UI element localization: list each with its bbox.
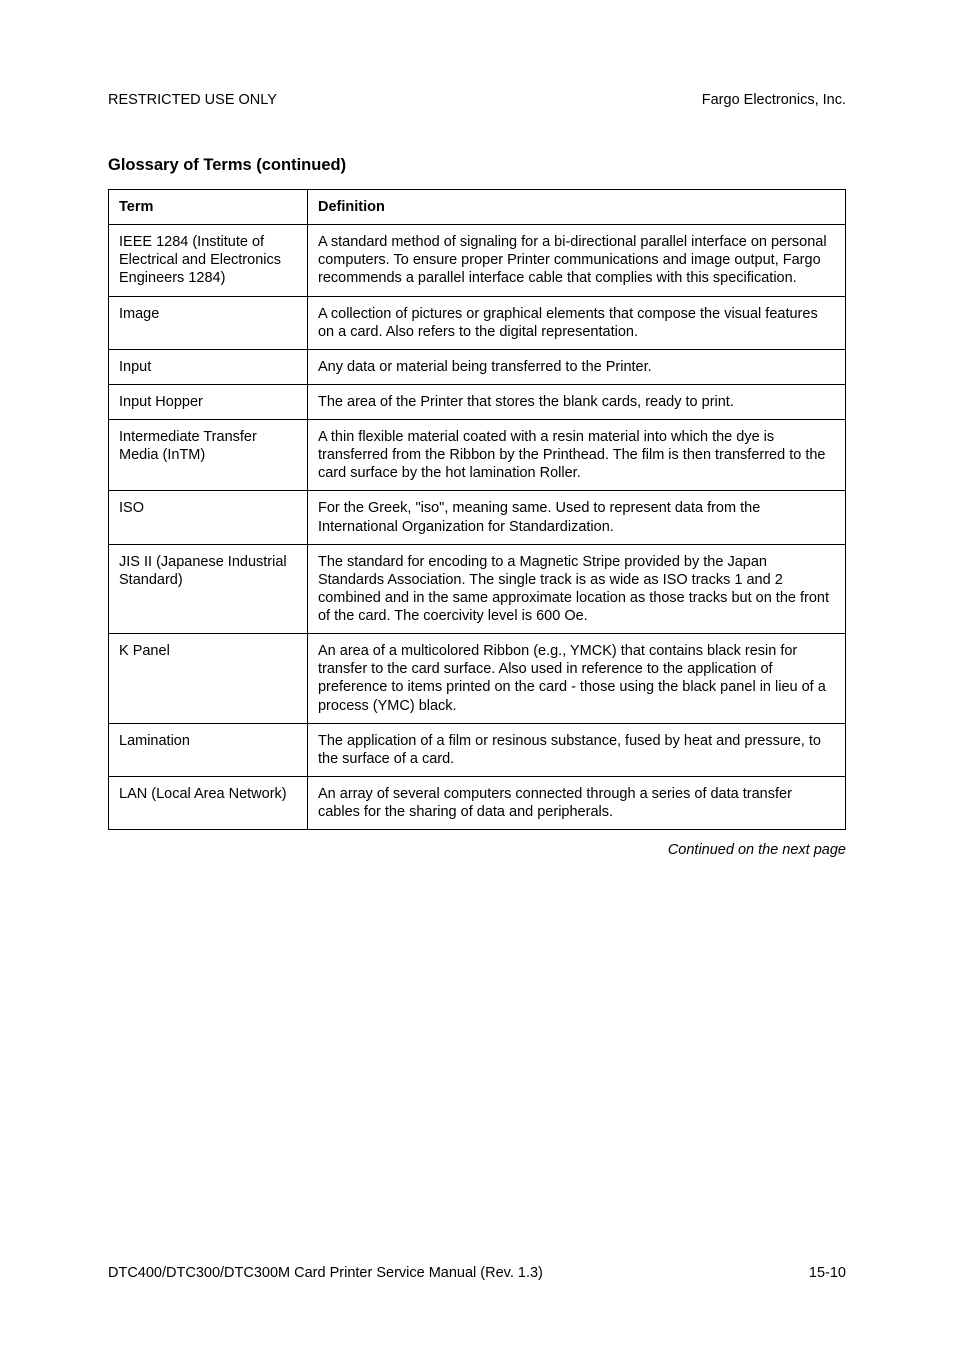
- definition-cell: The application of a film or resinous su…: [307, 723, 845, 776]
- definition-cell: A thin flexible material coated with a r…: [307, 420, 845, 491]
- continued-note: Continued on the next page: [108, 842, 846, 858]
- table-row: Input HopperThe area of the Printer that…: [109, 384, 846, 419]
- term-cell: Intermediate Transfer Media (InTM): [109, 420, 308, 491]
- term-cell: JIS II (Japanese Industrial Standard): [109, 544, 308, 634]
- term-cell: ISO: [109, 491, 308, 544]
- definition-cell: A standard method of signaling for a bi-…: [307, 225, 845, 296]
- footer-right: 15-10: [809, 1265, 846, 1281]
- term-cell: IEEE 1284 (Institute of Electrical and E…: [109, 225, 308, 296]
- table-row: LAN (Local Area Network)An array of seve…: [109, 776, 846, 829]
- definition-cell: An area of a multicolored Ribbon (e.g., …: [307, 634, 845, 724]
- table-row: K PanelAn area of a multicolored Ribbon …: [109, 634, 846, 724]
- term-cell: Input Hopper: [109, 384, 308, 419]
- table-row: Intermediate Transfer Media (InTM)A thin…: [109, 420, 846, 491]
- table-row: JIS II (Japanese Industrial Standard)The…: [109, 544, 846, 634]
- term-cell: LAN (Local Area Network): [109, 776, 308, 829]
- footer-left: DTC400/DTC300/DTC300M Card Printer Servi…: [108, 1265, 543, 1281]
- table-row: InputAny data or material being transfer…: [109, 349, 846, 384]
- term-cell: Image: [109, 296, 308, 349]
- definition-cell: The standard for encoding to a Magnetic …: [307, 544, 845, 634]
- term-cell: Lamination: [109, 723, 308, 776]
- table-header-row: Term Definition: [109, 190, 846, 225]
- definition-cell: Any data or material being transferred t…: [307, 349, 845, 384]
- header-left: RESTRICTED USE ONLY: [108, 92, 277, 108]
- column-header-term: Term: [109, 190, 308, 225]
- glossary-table: Term Definition IEEE 1284 (Institute of …: [108, 189, 846, 830]
- definition-cell: An array of several computers connected …: [307, 776, 845, 829]
- table-row: ImageA collection of pictures or graphic…: [109, 296, 846, 349]
- definition-cell: For the Greek, "iso", meaning same. Used…: [307, 491, 845, 544]
- column-header-definition: Definition: [307, 190, 845, 225]
- table-row: IEEE 1284 (Institute of Electrical and E…: [109, 225, 846, 296]
- definition-cell: A collection of pictures or graphical el…: [307, 296, 845, 349]
- page-header: RESTRICTED USE ONLY Fargo Electronics, I…: [108, 92, 846, 108]
- term-cell: Input: [109, 349, 308, 384]
- term-cell: K Panel: [109, 634, 308, 724]
- table-row: LaminationThe application of a film or r…: [109, 723, 846, 776]
- header-right: Fargo Electronics, Inc.: [702, 92, 846, 108]
- section-title: Glossary of Terms (continued): [108, 156, 846, 175]
- table-row: ISOFor the Greek, "iso", meaning same. U…: [109, 491, 846, 544]
- definition-cell: The area of the Printer that stores the …: [307, 384, 845, 419]
- page-footer: DTC400/DTC300/DTC300M Card Printer Servi…: [108, 1265, 846, 1281]
